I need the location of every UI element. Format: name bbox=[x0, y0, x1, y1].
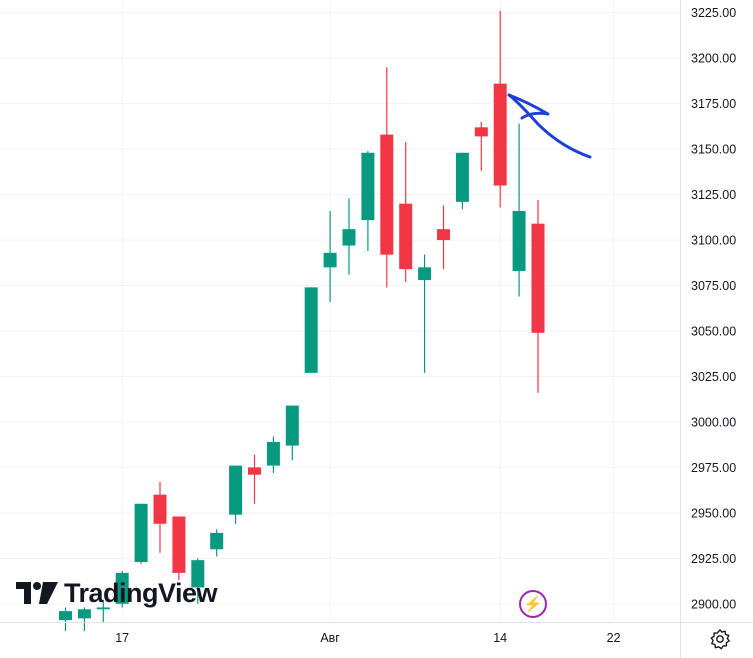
lightning-icon[interactable]: ⚡ bbox=[519, 590, 547, 618]
time-tick-label: 17 bbox=[115, 631, 129, 645]
price-tick-label: 3000.00 bbox=[691, 415, 736, 429]
price-tick-label: 3075.00 bbox=[691, 279, 736, 293]
grid bbox=[0, 0, 680, 622]
price-tick-label: 3150.00 bbox=[691, 143, 736, 157]
candle-body bbox=[153, 494, 167, 524]
candle-body bbox=[210, 532, 224, 550]
time-axis[interactable]: 17 Авг 14 22 bbox=[0, 622, 753, 646]
price-tick-label: 3225.00 bbox=[691, 6, 736, 20]
gear-icon[interactable] bbox=[709, 628, 731, 650]
price-tick-label: 3100.00 bbox=[691, 234, 736, 248]
candle-up bbox=[512, 123, 526, 297]
candle-up bbox=[455, 152, 469, 210]
time-tick-label: Авг bbox=[320, 631, 340, 645]
candle-body bbox=[512, 210, 526, 271]
price-tick-label: 3175.00 bbox=[691, 97, 736, 111]
candle-up bbox=[59, 607, 72, 632]
candle-up bbox=[96, 601, 110, 622]
candle-up bbox=[115, 571, 129, 608]
price-axis[interactable]: 3225.00 3200.00 3175.00 3150.00 3125.00 3100.… bbox=[680, 0, 737, 658]
candle-body bbox=[399, 203, 413, 270]
candle-up bbox=[77, 607, 91, 632]
candle-up bbox=[342, 198, 356, 275]
candle-up bbox=[361, 150, 375, 251]
candle-up bbox=[323, 210, 337, 302]
price-tick-label: 3025.00 bbox=[691, 370, 736, 384]
price-tick-label: 2975.00 bbox=[691, 461, 736, 475]
tradingview-logo[interactable]: TradingView bbox=[16, 576, 218, 610]
candle-up bbox=[134, 503, 148, 564]
candle-body bbox=[77, 609, 91, 619]
candle-up bbox=[266, 436, 280, 473]
candle-body bbox=[437, 229, 450, 241]
candle-body bbox=[342, 229, 356, 246]
candle-body bbox=[474, 127, 488, 137]
candle-up bbox=[191, 558, 205, 604]
candle-body bbox=[191, 560, 205, 588]
candle-down bbox=[172, 516, 186, 581]
annotation-arrow bbox=[507, 93, 592, 159]
candle-up bbox=[229, 465, 243, 524]
candle-body bbox=[361, 152, 375, 221]
time-tick-label: 14 bbox=[493, 631, 507, 645]
candle-down bbox=[474, 121, 488, 171]
candle-up bbox=[285, 405, 299, 461]
candle-body bbox=[323, 252, 337, 268]
candle-body bbox=[229, 465, 243, 515]
candle-body bbox=[304, 287, 318, 373]
candle-body bbox=[380, 134, 394, 255]
candle-body bbox=[266, 441, 280, 466]
candle-body bbox=[59, 611, 72, 621]
tradingview-logo-text: TradingView bbox=[64, 577, 218, 608]
candle-body bbox=[418, 267, 432, 281]
candle-body bbox=[172, 516, 186, 573]
candle-body bbox=[493, 83, 507, 186]
price-tick-label: 3125.00 bbox=[691, 188, 736, 202]
price-tick-label: 2925.00 bbox=[691, 552, 736, 566]
candle-body bbox=[96, 607, 110, 610]
candle-down bbox=[248, 454, 261, 504]
candle-down bbox=[399, 141, 413, 282]
candle-down bbox=[493, 10, 507, 208]
candle-down bbox=[380, 67, 394, 288]
candle-up bbox=[210, 529, 224, 557]
candle-body bbox=[285, 405, 299, 446]
candle-up bbox=[418, 254, 432, 373]
annotation-arrow-head bbox=[507, 93, 550, 120]
candle-body bbox=[455, 152, 469, 202]
annotation-arrow-shaft bbox=[507, 93, 592, 159]
price-tick-label: 3050.00 bbox=[691, 325, 736, 339]
candle-down bbox=[437, 205, 450, 270]
candle-body bbox=[248, 467, 261, 475]
price-tick-label: 3200.00 bbox=[691, 52, 736, 66]
candle-body bbox=[115, 572, 129, 604]
candle-down bbox=[531, 200, 545, 393]
time-tick-label: 22 bbox=[607, 631, 621, 645]
candle-body bbox=[531, 223, 545, 333]
candle-down bbox=[153, 481, 167, 553]
price-tick-label: 2900.00 bbox=[691, 597, 736, 611]
candle-body bbox=[134, 503, 148, 562]
candle-up bbox=[304, 287, 318, 373]
tradingview-logo-icon bbox=[16, 582, 58, 604]
price-tick-label: 2950.00 bbox=[691, 506, 736, 520]
candles bbox=[59, 10, 545, 632]
